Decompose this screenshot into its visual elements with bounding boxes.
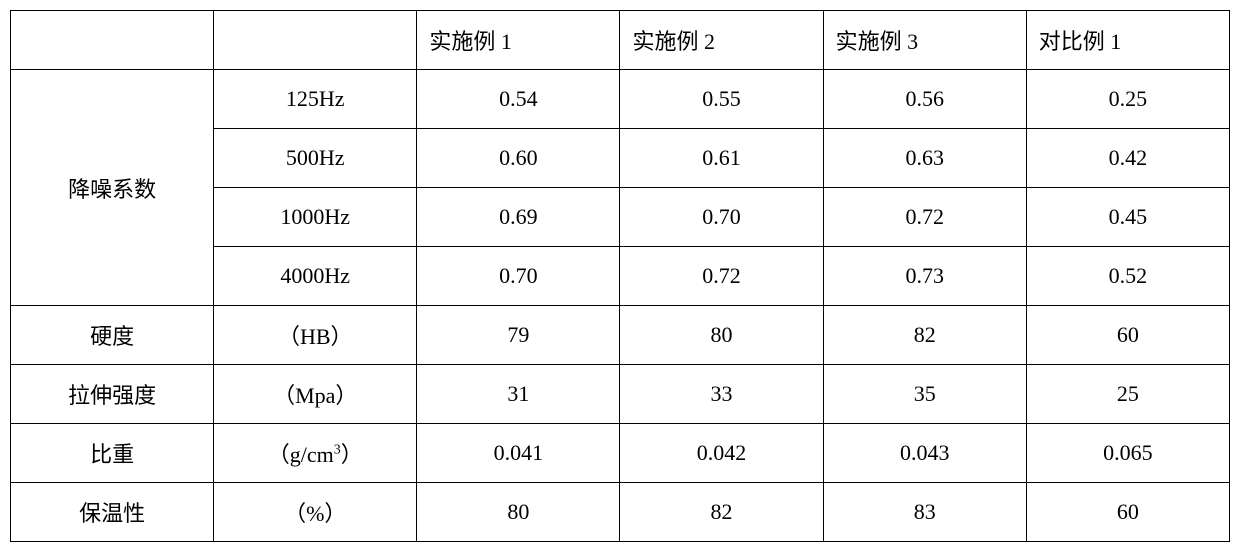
header-example-3: 实施例 3 (823, 11, 1026, 70)
noise-unit-500: 500Hz (214, 129, 417, 188)
density-v1: 0.041 (417, 424, 620, 483)
table-row: 拉伸强度 （Mpa） 31 33 35 25 (11, 365, 1230, 424)
density-v2: 0.042 (620, 424, 823, 483)
noise-label: 降噪系数 (11, 70, 214, 306)
insulation-v3: 83 (823, 483, 1026, 542)
noise-125-v4: 0.25 (1026, 70, 1229, 129)
hardness-v3: 82 (823, 306, 1026, 365)
noise-500-v4: 0.42 (1026, 129, 1229, 188)
table-row: 降噪系数 125Hz 0.54 0.55 0.56 0.25 (11, 70, 1230, 129)
noise-125-v1: 0.54 (417, 70, 620, 129)
density-unit: （g/cm3） (214, 424, 417, 483)
tensile-label: 拉伸强度 (11, 365, 214, 424)
header-empty-1 (11, 11, 214, 70)
insulation-v2: 82 (620, 483, 823, 542)
table-header-row: 实施例 1 实施例 2 实施例 3 对比例 1 (11, 11, 1230, 70)
hardness-label: 硬度 (11, 306, 214, 365)
table-row: 保温性 （%） 80 82 83 60 (11, 483, 1230, 542)
header-compare-1: 对比例 1 (1026, 11, 1229, 70)
density-v3: 0.043 (823, 424, 1026, 483)
hardness-unit: （HB） (214, 306, 417, 365)
noise-4000-v4: 0.52 (1026, 247, 1229, 306)
tensile-v2: 33 (620, 365, 823, 424)
noise-500-v2: 0.61 (620, 129, 823, 188)
density-label: 比重 (11, 424, 214, 483)
insulation-v1: 80 (417, 483, 620, 542)
noise-1000-v2: 0.70 (620, 188, 823, 247)
insulation-label: 保温性 (11, 483, 214, 542)
noise-1000-v4: 0.45 (1026, 188, 1229, 247)
density-v4: 0.065 (1026, 424, 1229, 483)
noise-unit-125: 125Hz (214, 70, 417, 129)
noise-4000-v3: 0.73 (823, 247, 1026, 306)
noise-125-v3: 0.56 (823, 70, 1026, 129)
noise-125-v2: 0.55 (620, 70, 823, 129)
noise-unit-1000: 1000Hz (214, 188, 417, 247)
density-unit-pre: （g/cm (268, 442, 334, 467)
hardness-v1: 79 (417, 306, 620, 365)
table-row: 比重 （g/cm3） 0.041 0.042 0.043 0.065 (11, 424, 1230, 483)
noise-1000-v1: 0.69 (417, 188, 620, 247)
noise-500-v1: 0.60 (417, 129, 620, 188)
tensile-v4: 25 (1026, 365, 1229, 424)
noise-unit-4000: 4000Hz (214, 247, 417, 306)
table-row: 硬度 （HB） 79 80 82 60 (11, 306, 1230, 365)
noise-4000-v2: 0.72 (620, 247, 823, 306)
tensile-unit: （Mpa） (214, 365, 417, 424)
insulation-unit: （%） (214, 483, 417, 542)
hardness-v2: 80 (620, 306, 823, 365)
header-example-1: 实施例 1 (417, 11, 620, 70)
data-table: 实施例 1 实施例 2 实施例 3 对比例 1 降噪系数 125Hz 0.54 … (10, 10, 1230, 542)
noise-1000-v3: 0.72 (823, 188, 1026, 247)
tensile-v3: 35 (823, 365, 1026, 424)
hardness-v4: 60 (1026, 306, 1229, 365)
noise-500-v3: 0.63 (823, 129, 1026, 188)
header-empty-2 (214, 11, 417, 70)
header-example-2: 实施例 2 (620, 11, 823, 70)
density-unit-sup: 3 (334, 443, 341, 458)
tensile-v1: 31 (417, 365, 620, 424)
density-unit-post: ） (341, 442, 363, 467)
noise-4000-v1: 0.70 (417, 247, 620, 306)
insulation-v4: 60 (1026, 483, 1229, 542)
